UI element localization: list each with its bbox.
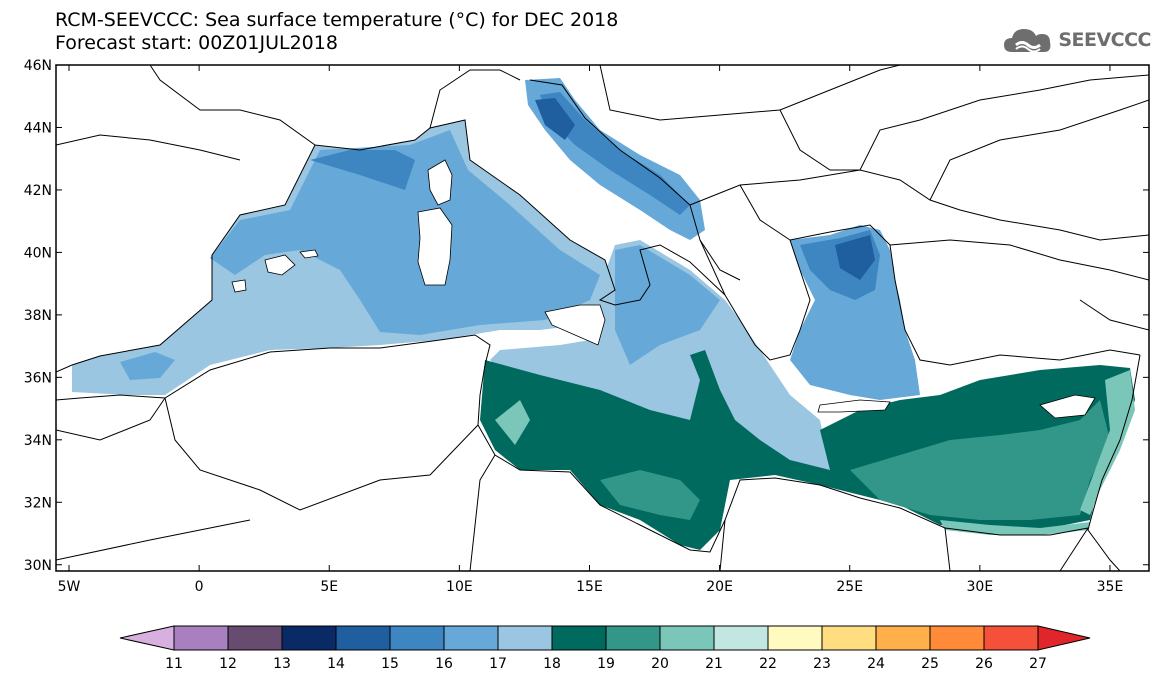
colorbar-level-label: 20 [651,656,669,672]
colorbar-level-label: 16 [435,656,453,672]
colorbar-swatch [659,625,715,651]
lat-tick-label: 30N [24,558,52,574]
lon-tick-label: 10E [446,579,473,595]
sicily [544,304,606,346]
sst-field [56,65,1149,571]
logo-text: SEEVCCC [1058,29,1151,51]
lat-tick-label: 46N [24,58,52,74]
sst-south-coast-21 [940,520,1090,535]
map-title: RCM-SEEVCCC: Sea surface temperature (°C… [55,9,619,31]
colorbar-swatch [713,625,769,651]
colorbar-swatch [497,625,553,651]
lat-tick-label: 42N [24,183,52,199]
colorbar-level-label: 17 [489,656,507,672]
colorbar-swatch [605,625,661,651]
colorbar-swatch [389,625,445,651]
colorbar-level-label: 26 [975,656,993,672]
colorbar-swatch [767,625,823,651]
colorbar-level-label: 15 [381,656,399,672]
coastlines [56,65,1149,571]
sst-levantine [850,400,1110,520]
colorbar-swatch [821,625,877,651]
colorbar-level-label: 13 [273,656,291,672]
colorbar-swatch [875,625,931,651]
seevccc-logo: SEEVCCC [1002,24,1151,56]
sardinia [417,207,453,286]
sst-aegean-15 [835,235,875,280]
colorbar-level-label: 11 [165,656,183,672]
forecast-start-label: Forecast start: 00Z01JUL2018 [55,32,338,54]
colorbar-level-label: 25 [921,656,939,672]
lat-tick-label: 44N [24,120,52,136]
colorbar-level-label: 19 [597,656,615,672]
colorbar-swatch [335,625,391,651]
sst-tunisia-20 [495,400,530,445]
colorbar-swatch [281,625,337,651]
colorbar-level-label: 27 [1029,656,1047,672]
sst-sidra-20 [600,470,700,520]
lon-tick-label: 5E [320,579,338,595]
colorbar-level-label: 21 [705,656,723,672]
lat-tick-label: 38N [24,308,52,324]
lat-tick-label: 40N [24,245,52,261]
menorca [299,249,319,259]
colorbar: 11 12 13 14 15 16 17 18 19 20 21 22 23 24 25 26 27 [119,625,1091,672]
sst-levant-coast [1080,370,1135,515]
lon-tick-label: 15E [576,579,603,595]
lon-axis: 5W 0 5E 10E 15E 20E 25E 30E 35E [58,65,1124,595]
colorbar-swatch [227,625,283,651]
sst-west-16 [210,130,600,335]
colorbar-level-label: 18 [543,656,561,672]
colorbar-level-label: 14 [327,656,345,672]
sst-adriatic-15 [540,92,690,215]
map-frame [55,64,1150,572]
colorbar-level-label: 23 [813,656,831,672]
colorbar-level-label: 24 [867,656,885,672]
lon-tick-label: 20E [706,579,733,595]
lon-tick-label: 0 [195,579,204,595]
lat-tick-label: 34N [24,433,52,449]
ibiza [231,279,247,293]
sst-ionian-17 [615,245,720,365]
sst-alboran-core [120,352,175,380]
lat-tick-label: 36N [24,370,52,386]
sst-adriatic-14 [535,98,575,140]
lon-tick-label: 5W [58,579,81,595]
lat-tick-label: 32N [24,495,52,511]
colorbar-level-label: 22 [759,656,777,672]
colorbar-low-arrow [119,625,175,651]
sst-ionian [490,240,830,470]
colorbar-swatch [173,625,229,651]
lat-axis: 30N 32N 34N 36N 38N 40N 42N 44N 46N [24,58,1149,574]
corsica [427,159,453,206]
cyprus [1039,394,1096,419]
colorbar-level-label: 12 [219,656,237,672]
mallorca [264,254,296,276]
sst-gulf-lion-16 [310,150,415,190]
colorbar-swatch [929,625,985,651]
lon-tick-label: 30E [967,579,994,595]
colorbar-high-arrow [1037,625,1091,651]
crete [817,399,891,413]
colorbar-swatch [551,625,607,651]
lon-tick-label: 25E [836,579,863,595]
lon-tick-label: 35E [1097,579,1124,595]
colorbar-swatch [983,625,1039,651]
colorbar-swatch [443,625,499,651]
cloud-icon [1004,29,1051,53]
